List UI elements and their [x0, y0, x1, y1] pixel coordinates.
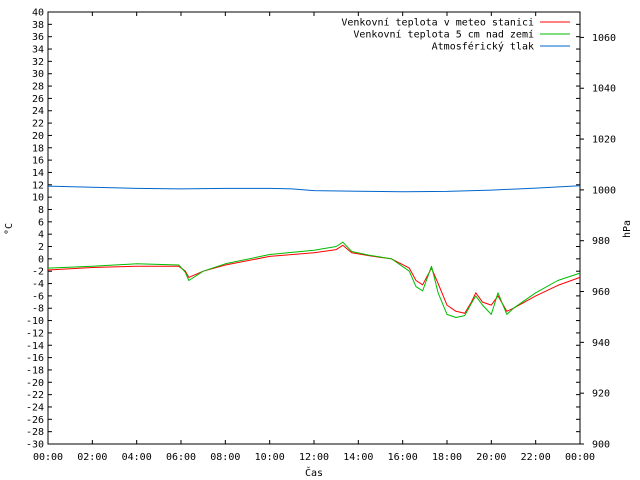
left-tick-label: 12 — [32, 180, 44, 191]
left-tick-label: -28 — [26, 427, 44, 438]
right-axis-title: hPa — [622, 220, 633, 238]
left-tick-label: 16 — [32, 156, 44, 167]
left-tick-label: 8 — [38, 205, 44, 216]
left-tick-label: -18 — [26, 365, 44, 376]
right-tick-label: 940 — [592, 338, 610, 349]
left-tick-label: 6 — [38, 217, 44, 228]
left-tick-label: 30 — [32, 69, 44, 80]
left-tick-label: -2 — [32, 267, 44, 278]
x-axis-title: Čas — [305, 466, 323, 479]
x-tick-label: 04:00 — [122, 452, 152, 463]
legend: Venkovní teplota v meteo staniciVenkovní… — [341, 17, 570, 53]
right-tick-label: 960 — [592, 287, 610, 298]
left-tick-label: -12 — [26, 328, 44, 339]
x-tick-label: 16:00 — [388, 452, 418, 463]
series-line-3 — [47, 185, 581, 193]
x-tick-label: 10:00 — [255, 452, 285, 463]
left-tick-label: -22 — [26, 390, 44, 401]
x-tick-label: 14:00 — [343, 452, 373, 463]
x-tick-label: 00:00 — [565, 452, 595, 463]
left-tick-label: 22 — [32, 119, 44, 130]
left-tick-label: 36 — [32, 32, 44, 43]
legend-label: Venkovní teplota 5 cm nad zemí — [353, 29, 534, 41]
left-tick-label: 32 — [32, 57, 44, 68]
left-tick-label: 28 — [32, 82, 44, 93]
left-tick-label: 20 — [32, 131, 44, 142]
right-tick-label: 900 — [592, 440, 610, 451]
x-tick-label: 02:00 — [77, 452, 107, 463]
right-tick-label: 1000 — [592, 185, 616, 196]
left-tick-label: 0 — [38, 254, 44, 265]
legend-label: Atmosférický tlak — [432, 41, 534, 53]
left-axis-title: °C — [4, 223, 15, 235]
left-tick-label: 10 — [32, 193, 44, 204]
left-tick-label: 38 — [32, 20, 44, 31]
series-line-1 — [47, 244, 581, 314]
left-tick-label: -4 — [32, 279, 44, 290]
left-tick-label: -14 — [26, 341, 44, 352]
x-axis: 00:00 02:00 04:00 06:00 08:00 10:00 12:00 14:00… — [33, 12, 595, 463]
left-tick-label: 26 — [32, 94, 44, 105]
left-tick-label: -26 — [26, 415, 44, 426]
left-tick-label: -8 — [32, 304, 44, 315]
left-tick-label: -6 — [32, 291, 44, 302]
right-tick-label: 1040 — [592, 84, 616, 95]
plot-frame — [47, 11, 581, 445]
x-tick-label: 22:00 — [521, 452, 551, 463]
series-line-2 — [47, 241, 581, 318]
x-tick-label: 06:00 — [166, 452, 196, 463]
series-lines — [47, 185, 581, 318]
right-tick-label: 920 — [592, 389, 610, 400]
right-tick-label: 1020 — [592, 135, 616, 146]
right-tick-label: 980 — [592, 236, 610, 247]
left-tick-label: -20 — [26, 378, 44, 389]
left-tick-label: -30 — [26, 440, 44, 451]
left-tick-label: -24 — [26, 402, 44, 413]
x-tick-label: 00:00 — [33, 452, 63, 463]
right-tick-label: 1060 — [592, 33, 616, 44]
left-tick-label: 4 — [38, 230, 44, 241]
left-tick-label: 24 — [32, 106, 44, 117]
right-axis: 900 920 940 960 980 1000 1020 1040 1060 — [580, 33, 616, 451]
left-tick-label: -10 — [26, 316, 44, 327]
x-tick-label: 18:00 — [432, 452, 462, 463]
left-tick-label: 2 — [38, 242, 44, 253]
left-tick-label: 34 — [32, 45, 44, 56]
left-tick-label: -16 — [26, 353, 44, 364]
x-tick-label: 20:00 — [476, 452, 506, 463]
x-tick-label: 08:00 — [210, 452, 240, 463]
left-tick-label: 40 — [32, 8, 44, 19]
legend-label: Venkovní teplota v meteo stanici — [341, 17, 534, 29]
left-tick-label: 18 — [32, 143, 44, 154]
left-axis: -30-28-26-24-22-20-18-16-14-12-10-8-6-4-… — [26, 8, 580, 451]
left-tick-label: 14 — [32, 168, 44, 179]
x-tick-label: 12:00 — [299, 452, 329, 463]
